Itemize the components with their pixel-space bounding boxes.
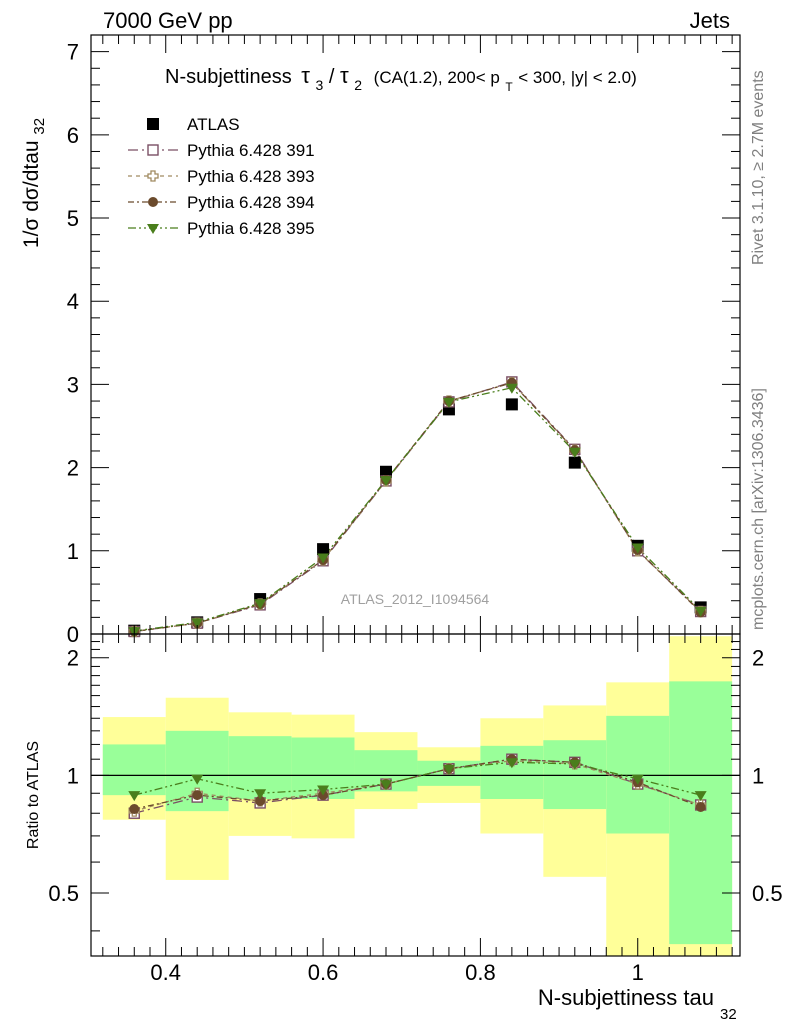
title-main: N-subjettiness <box>165 66 292 88</box>
legend-label: Pythia 6.428 394 <box>187 193 315 212</box>
ratio-series-line <box>134 760 701 812</box>
x-tick-label: 0.6 <box>308 960 339 985</box>
ratio-point <box>380 780 392 791</box>
mc-point <box>380 476 392 487</box>
ratio-y-tick-label-right: 1 <box>752 763 764 788</box>
legend-label: Pythia 6.428 395 <box>187 219 315 238</box>
legend-marker <box>148 197 158 207</box>
y-tick-label: 1 <box>67 539 79 564</box>
ratio-point <box>317 785 330 796</box>
rivet-label: Rivet 3.1.10, ≥ 2.7M events <box>750 70 767 265</box>
title-sub3: 3 <box>316 77 324 93</box>
y-tick-label: 3 <box>67 372 79 397</box>
green-band <box>669 681 733 945</box>
x-axis-title-main: N-subjettiness tau <box>538 985 714 1010</box>
ratio-point <box>129 804 140 815</box>
main-series-line <box>134 387 702 632</box>
mc-point <box>694 606 707 617</box>
y-tick-label: 6 <box>67 123 79 148</box>
ratio-ylabel: Ratio to ATLAS <box>25 741 42 849</box>
y-tick-label: 4 <box>67 289 79 314</box>
ratio-axes: 0.5 0.5 1 1 2 2 0.4 0.6 0.8 1 <box>48 634 783 985</box>
legend-marker <box>147 144 159 156</box>
main-series-line <box>134 382 702 633</box>
legend-marker <box>147 118 159 130</box>
ratio-y-tick-label: 0.5 <box>48 881 79 906</box>
legend-label: Pythia 6.428 391 <box>187 141 315 160</box>
mc-point <box>631 543 644 554</box>
legend-label: ATLAS <box>187 115 240 134</box>
ratio-y-tick-label: 2 <box>67 646 79 671</box>
green-band <box>606 715 670 834</box>
main-ylabel-main: 1/σ dσ/dtau <box>20 140 43 248</box>
green-band <box>543 740 607 810</box>
process-label: Jets <box>690 8 730 33</box>
legend-label: Pythia 6.428 393 <box>187 167 315 186</box>
ratio-point <box>191 774 204 785</box>
title-cuts-a: (CA(1.2), 200< p <box>374 68 500 87</box>
ratio-point <box>442 764 455 775</box>
x-axis-title: N-subjettiness tau <box>538 985 714 1010</box>
mcplots-label: mcplots.cern.ch [arXiv:1306.3436] <box>750 388 767 630</box>
title-cuts-b: < 300, |y| < 2.0) <box>518 68 636 87</box>
ratio-point <box>694 791 707 802</box>
data-point <box>317 543 330 556</box>
ratio-y-tick-label-right: 0.5 <box>752 881 783 906</box>
mc-point <box>191 618 204 629</box>
main-panel: ATLAS_2012_I1094564 ATLAS Pythia 6.428 39… <box>67 34 741 647</box>
data-point <box>380 465 392 478</box>
title-tau2: τ <box>340 63 349 88</box>
legend: ATLAS Pythia 6.428 391 Pythia 6.428 393 Pyt… <box>128 115 315 238</box>
ratio-point <box>128 791 141 802</box>
data-point <box>505 398 518 411</box>
y-tick-label: 5 <box>67 206 79 231</box>
ratio-point <box>505 758 518 769</box>
ratio-series-line <box>134 758 701 810</box>
watermark: ATLAS_2012_I1094564 <box>341 591 490 607</box>
x-tick-label: 0.4 <box>150 960 181 985</box>
ratio-point <box>192 790 203 801</box>
green-band <box>102 744 166 796</box>
mc-point <box>505 383 518 394</box>
data-point <box>568 456 581 469</box>
x-axis-title-sub: 32 <box>720 1006 737 1023</box>
title-cuts-sub: T <box>505 80 513 94</box>
ratio-point <box>254 789 267 800</box>
ratio-frame <box>90 633 741 957</box>
main-axes: 0 1 2 3 4 5 6 7 <box>67 35 740 647</box>
title-slash: / <box>329 66 335 88</box>
ratio-data-layer <box>128 753 707 819</box>
ratio-point <box>255 795 266 806</box>
ratio-y-tick-label-right: 2 <box>752 646 764 671</box>
title-sub2: 2 <box>354 77 362 93</box>
y-tick-label: 2 <box>67 456 79 481</box>
legend-marker <box>147 224 159 234</box>
mc-point <box>317 553 330 564</box>
main-ylabel-sub: 32 <box>31 118 48 135</box>
ratio-panel: 0.5 0.5 1 1 2 2 0.4 0.6 0.8 1 <box>48 633 783 985</box>
y-tick-label: 0 <box>67 622 79 647</box>
y-tick-label: 7 <box>67 40 79 65</box>
title-tau3: τ <box>301 63 310 88</box>
x-tick-label: 1 <box>632 960 644 985</box>
ratio-bands <box>102 636 733 956</box>
energy-label: 7000 GeV pp <box>103 8 233 33</box>
ratio-series-line <box>134 761 701 796</box>
legend-marker <box>147 170 159 182</box>
mc-point <box>254 599 267 610</box>
chart-title: N-subjettiness τ 3 / τ 2 (CA(1.2), 200< … <box>165 63 637 96</box>
mc-point <box>442 397 455 408</box>
mc-point <box>568 447 581 458</box>
ratio-point <box>631 774 644 785</box>
main-ylabel: 1/σ dσ/dtau 32 <box>20 118 48 248</box>
ratio-point <box>695 801 706 812</box>
ratio-y-tick-label: 1 <box>67 763 79 788</box>
x-tick-label: 0.8 <box>465 960 496 985</box>
ratio-point <box>568 759 581 770</box>
main-data-layer <box>128 376 707 638</box>
